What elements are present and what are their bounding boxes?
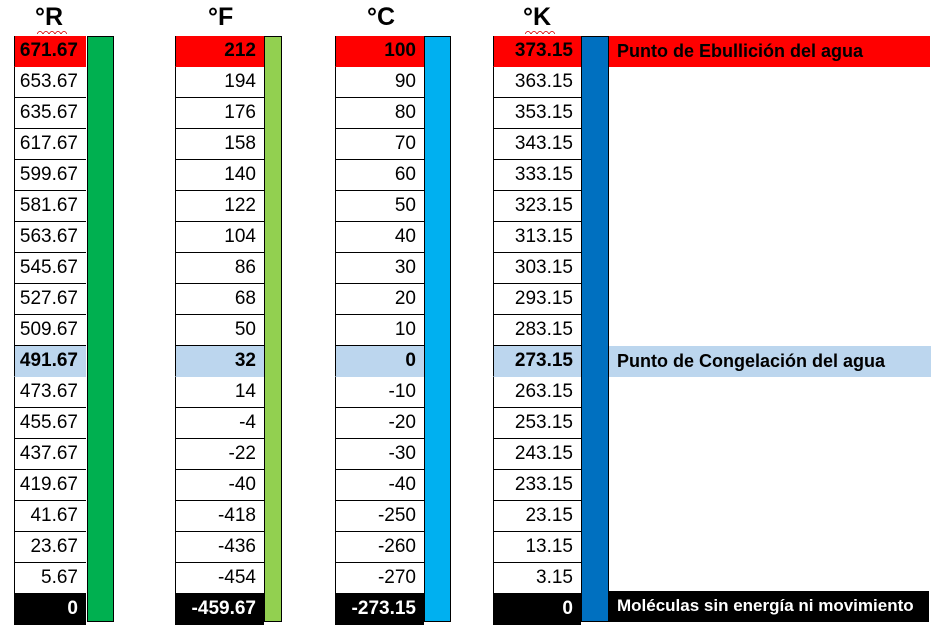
kelvin-value-cell: 313.15	[493, 222, 581, 253]
fahrenheit-column: 212 194 176 158 140 122 104 86 68 50 32 14 -4 -22 -40-…	[175, 36, 264, 625]
freezing-point-note: Punto de Congelación del agua	[609, 346, 931, 377]
kelvin-value-cell: 323.15	[493, 191, 581, 222]
celsius-value-cell: 90	[335, 67, 424, 98]
celsius-value-cell: 30	[335, 253, 424, 284]
rankine-column: 671.67 653.67 635.67 617.67 599.67 581.67 563.…	[14, 36, 86, 625]
rankine-value-cell: 617.67	[14, 129, 86, 160]
celsius-value-cell: 80	[335, 98, 424, 129]
celsius-value-cell: 60	[335, 160, 424, 191]
rankine-value-cell: 5.67	[14, 563, 86, 594]
rankine-value-cell: 653.67	[14, 67, 86, 98]
celsius-value-cell: -10	[335, 377, 424, 408]
rankine-value-cell: 41.67	[14, 501, 86, 532]
fahrenheit-value-cell: 50	[175, 315, 264, 346]
fahrenheit-value-cell: 32	[175, 346, 264, 377]
kelvin-value-cell: 263.15	[493, 377, 581, 408]
kelvin-value-cell: 343.15	[493, 129, 581, 160]
kelvin-value-cell: 0	[493, 594, 581, 625]
kelvin-value-cell: 253.15	[493, 408, 581, 439]
fahrenheit-color-bar	[264, 36, 282, 622]
celsius-header-label: °C	[367, 3, 396, 31]
rankine-value-cell: 509.67	[14, 315, 86, 346]
celsius-value-cell: -273.15	[335, 594, 424, 625]
fahrenheit-value-cell: -4	[175, 408, 264, 439]
celsius-value-cell: -20	[335, 408, 424, 439]
celsius-value-cell: 0	[335, 346, 424, 377]
celsius-header: °C	[367, 2, 395, 32]
kelvin-value-cell: 303.15	[493, 253, 581, 284]
fahrenheit-value-cell: -40	[175, 470, 264, 501]
fahrenheit-value-cell: 176	[175, 98, 264, 129]
celsius-value-cell: 10	[335, 315, 424, 346]
fahrenheit-value-cell: -436	[175, 532, 264, 563]
rankine-value-cell: 563.67	[14, 222, 86, 253]
rankine-value-cell: 0	[14, 594, 86, 625]
celsius-value-cell: 40	[335, 222, 424, 253]
fahrenheit-value-cell: 86	[175, 253, 264, 284]
fahrenheit-value-cell: 194	[175, 67, 264, 98]
absolute-zero-note: Moléculas sin energía ni movimiento	[609, 591, 929, 622]
spellcheck-underline	[37, 30, 67, 34]
fahrenheit-value-cell: -459.67	[175, 594, 264, 625]
fahrenheit-value-cell: 212	[175, 36, 264, 67]
celsius-value-cell: -270	[335, 563, 424, 594]
rankine-value-cell: 491.67	[14, 346, 86, 377]
rankine-header-label: °R	[35, 3, 64, 31]
fahrenheit-header: °F	[208, 2, 233, 32]
rankine-value-cell: 437.67	[14, 439, 86, 470]
celsius-value-cell: -250	[335, 501, 424, 532]
fahrenheit-value-cell: -418	[175, 501, 264, 532]
fahrenheit-value-cell: -22	[175, 439, 264, 470]
kelvin-value-cell: 363.15	[493, 67, 581, 98]
celsius-column: 100 90 80 70 60 50 40 30 20 10 0 -10 -20 -30 -40 -250 -2…	[335, 36, 424, 625]
rankine-value-cell: 473.67	[14, 377, 86, 408]
celsius-value-cell: 20	[335, 284, 424, 315]
rankine-value-cell: 419.67	[14, 470, 86, 501]
boiling-point-note: Punto de Ebullición del agua	[609, 36, 930, 67]
kelvin-value-cell: 353.15	[493, 98, 581, 129]
kelvin-value-cell: 3.15	[493, 563, 581, 594]
rankine-value-cell: 671.67	[14, 36, 86, 67]
rankine-value-cell: 545.67	[14, 253, 86, 284]
celsius-value-cell: 50	[335, 191, 424, 222]
kelvin-header-label: °K	[523, 3, 552, 31]
kelvin-color-bar	[581, 36, 609, 622]
rankine-value-cell: 599.67	[14, 160, 86, 191]
kelvin-value-cell: 373.15	[493, 36, 581, 67]
fahrenheit-value-cell: 104	[175, 222, 264, 253]
kelvin-value-cell: 283.15	[493, 315, 581, 346]
rankine-header: °R	[35, 2, 67, 34]
kelvin-column: 373.15 363.15 353.15 343.15 333.15 323.15 313.…	[493, 36, 581, 625]
fahrenheit-value-cell: 14	[175, 377, 264, 408]
celsius-value-cell: -30	[335, 439, 424, 470]
rankine-value-cell: 527.67	[14, 284, 86, 315]
rankine-value-cell: 455.67	[14, 408, 86, 439]
kelvin-value-cell: 13.15	[493, 532, 581, 563]
kelvin-value-cell: 243.15	[493, 439, 581, 470]
kelvin-header: °K	[523, 2, 555, 34]
rankine-color-bar	[87, 36, 114, 622]
rankine-value-cell: 635.67	[14, 98, 86, 129]
spellcheck-underline	[525, 30, 555, 34]
fahrenheit-value-cell: 140	[175, 160, 264, 191]
celsius-value-cell: 100	[335, 36, 424, 67]
rankine-value-cell: 23.67	[14, 532, 86, 563]
kelvin-value-cell: 333.15	[493, 160, 581, 191]
fahrenheit-value-cell: 158	[175, 129, 264, 160]
rankine-value-cell: 581.67	[14, 191, 86, 222]
fahrenheit-value-cell: -454	[175, 563, 264, 594]
celsius-value-cell: -40	[335, 470, 424, 501]
fahrenheit-header-label: °F	[208, 3, 234, 31]
kelvin-value-cell: 293.15	[493, 284, 581, 315]
fahrenheit-value-cell: 122	[175, 191, 264, 222]
kelvin-value-cell: 273.15	[493, 346, 581, 377]
celsius-color-bar	[424, 36, 451, 622]
kelvin-value-cell: 233.15	[493, 470, 581, 501]
celsius-value-cell: -260	[335, 532, 424, 563]
kelvin-value-cell: 23.15	[493, 501, 581, 532]
celsius-value-cell: 70	[335, 129, 424, 160]
fahrenheit-value-cell: 68	[175, 284, 264, 315]
